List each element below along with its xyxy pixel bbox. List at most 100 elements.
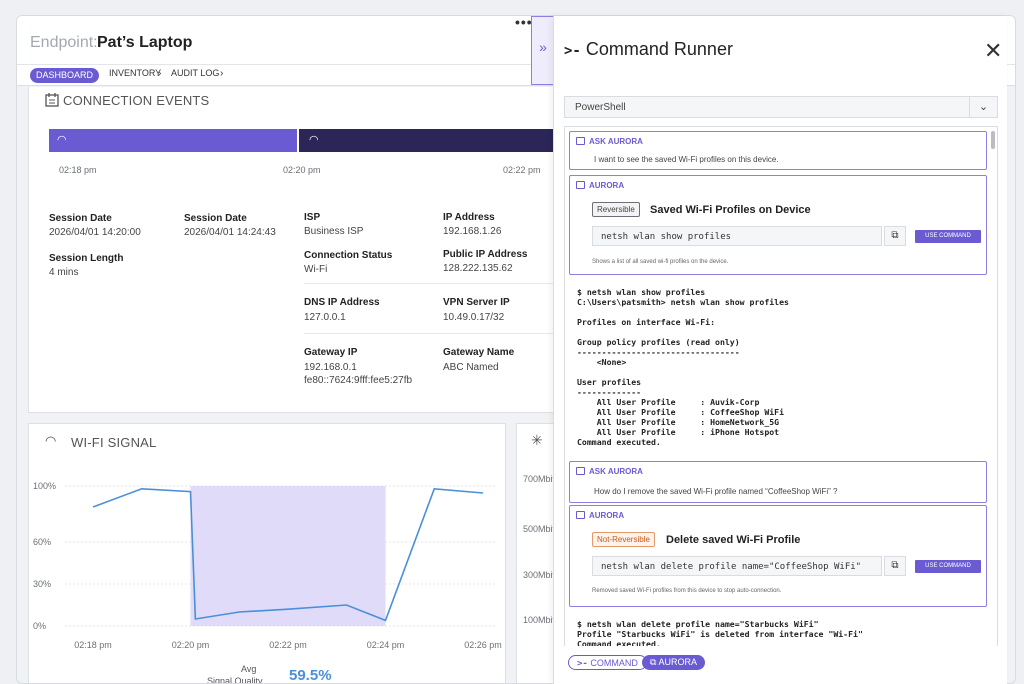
connection-events-title: CONNECTION EVENTS [63,93,210,108]
gateway-ip-label: Gateway IP [304,347,358,358]
calendar-icon [45,93,59,107]
vpn-server-ip-label: VPN Server IP [443,297,510,308]
use-command-button[interactable]: USE COMMAND [915,230,981,243]
signal-line [92,487,484,622]
command-runner-title-text: Command Runner [585,39,733,59]
shell-select[interactable]: PowerShell ⌄ [564,96,998,118]
gateway-ipv6-value: fe80::7624:9fff:fee5:27fb [304,375,413,386]
message-header: AURORA [576,181,624,190]
avg-label: Avg [241,664,257,674]
message-text: I want to see the saved Wi-Fi profiles o… [594,155,779,164]
command-mode-button[interactable]: >- COMMAND [568,655,647,670]
conversation-scroll[interactable]: ASK AURORA I want to see the saved Wi-Fi… [564,126,998,646]
ip-address-label: IP Address [443,212,495,223]
chat-icon [576,467,585,475]
aurora-response: AURORA Not-Reversible Delete saved Wi-Fi… [569,505,987,607]
chat-icon [576,137,585,145]
reversible-badge: Reversible [592,202,640,217]
command-title: Delete saved Wi-Fi Profile [666,534,801,546]
y-tick: 300Mbit [523,570,556,580]
gateway-ip-value: 192.168.0.1 [304,362,357,373]
avg-signal-quality-value: 59.5% [289,667,332,684]
wifi-icon: ◠ [45,433,57,448]
ask-aurora-message: ASK AURORA I want to see the saved Wi-Fi… [569,131,987,170]
wifi-session-bar[interactable]: ◠ [49,129,297,152]
message-text: How do I remove the saved Wi-Fi profile … [594,487,838,496]
divider [304,283,554,284]
y-tick-label: 60% [33,537,51,547]
tab-inventory[interactable]: INVENTORY [109,68,162,78]
y-tick-label: 100% [33,481,56,491]
endpoint-label: Endpoint: [30,34,98,51]
close-icon[interactable]: ✕ [984,38,1003,63]
tab-dashboard[interactable]: DASHBOARD [30,68,100,83]
aurora-mode-button[interactable]: ⧉ AURORA [642,655,705,670]
vpn-server-ip-value: 10.49.0.17/32 [443,312,505,323]
session-date-value: 2026/04/01 14:20:00 [49,227,141,238]
session-length-label: Session Length [49,253,124,264]
avg-label: Signal Quality [207,676,263,684]
dns-ip-value: 127.0.0.1 [304,312,346,323]
ip-address-value: 192.168.1.26 [443,226,502,237]
y-tick-label: 0% [33,621,46,631]
y-tick: 700Mbit [523,474,556,484]
isp-value: Business ISP [304,226,364,237]
connection-status-value: Wi-Fi [304,264,328,275]
endpoint-name: Pat’s Laptop [97,34,193,51]
message-header: ASK AURORA [576,467,643,476]
x-tick-label: 02:20 pm [172,640,210,650]
highlight-range [190,486,386,626]
wifi-session-bar[interactable]: ◠ [299,129,555,152]
more-options-icon[interactable]: ••• [515,15,533,30]
aurora-response: AURORA Reversible Saved Wi-Fi Profiles o… [569,175,987,275]
chat-icon [576,511,585,519]
chevron-right-icon: › [158,68,162,79]
throughput-icon: ✳ [531,432,543,448]
session-date-label: Session Date [49,213,112,224]
command-runner-title: >- Command Runner [564,39,733,60]
terminal-icon: >- [564,43,581,59]
chevron-down-icon[interactable]: ⌄ [969,97,997,117]
session-length-value: 4 mins [49,267,79,278]
x-tick-label: 02:24 pm [367,640,405,650]
session-date-value: 2026/04/01 14:24:43 [184,227,276,238]
dns-ip-label: DNS IP Address [304,297,380,308]
public-ip-label: Public IP Address [443,249,528,260]
collapse-panel-button[interactable]: » [531,16,555,85]
command-title: Saved Wi-Fi Profiles on Device [650,204,811,216]
copy-icon[interactable]: ⧉ [884,226,906,246]
command-text[interactable]: netsh wlan delete profile name="CoffeeSh… [592,556,882,576]
x-tick-label: 02:26 pm [464,640,502,650]
timeline-tick: 02:22 pm [503,165,541,175]
connection-events-card: CONNECTION EVENTS ◠ ◠ 02:18 pm 02:20 pm … [28,87,555,413]
y-tick: 100Mbit [523,615,556,625]
x-tick-label: 02:18 pm [74,640,112,650]
gateway-name-value: ABC Named [443,362,499,373]
session-date-label: Session Date [184,213,247,224]
wifi-signal-chart: 100% 60% 30% 0% 02:18 pm 02:20 pm 02:22 pm 02:2… [33,481,502,650]
wifi-icon: ◠ [57,134,67,146]
not-reversible-badge: Not-Reversible [592,532,655,547]
timeline-tick: 02:18 pm [59,165,97,175]
command-hint: Removed saved Wi-Fi profiles from this d… [592,588,782,594]
y-tick: 500Mbit [523,524,556,534]
use-command-button[interactable]: USE COMMAND [915,560,981,573]
wifi-icon: ◠ [309,134,319,146]
public-ip-value: 128.222.135.62 [443,263,513,274]
command-hint: Shows a list of all saved wi-fi profiles… [592,259,729,265]
breadcrumb-tabs: DASHBOARD INVENTORY › AUDIT LOG › [17,64,1015,86]
command-text[interactable]: netsh wlan show profiles [592,226,882,246]
shell-select-value: PowerShell [575,102,626,113]
scrollbar[interactable] [991,131,995,149]
ask-aurora-message: ASK AURORA How do I remove the saved Wi-… [569,461,987,503]
divider [304,333,554,334]
tab-audit-log[interactable]: AUDIT LOG [171,68,220,78]
command-output: $ netsh wlan show profiles C:\Users\pats… [577,287,789,447]
message-header: ASK AURORA [576,137,643,146]
connection-status-label: Connection Status [304,250,393,261]
timeline-tick: 02:20 pm [283,165,321,175]
copy-icon[interactable]: ⧉ [884,556,906,576]
y-tick-label: 30% [33,579,51,589]
x-tick-label: 02:22 pm [269,640,307,650]
message-header: AURORA [576,511,624,520]
